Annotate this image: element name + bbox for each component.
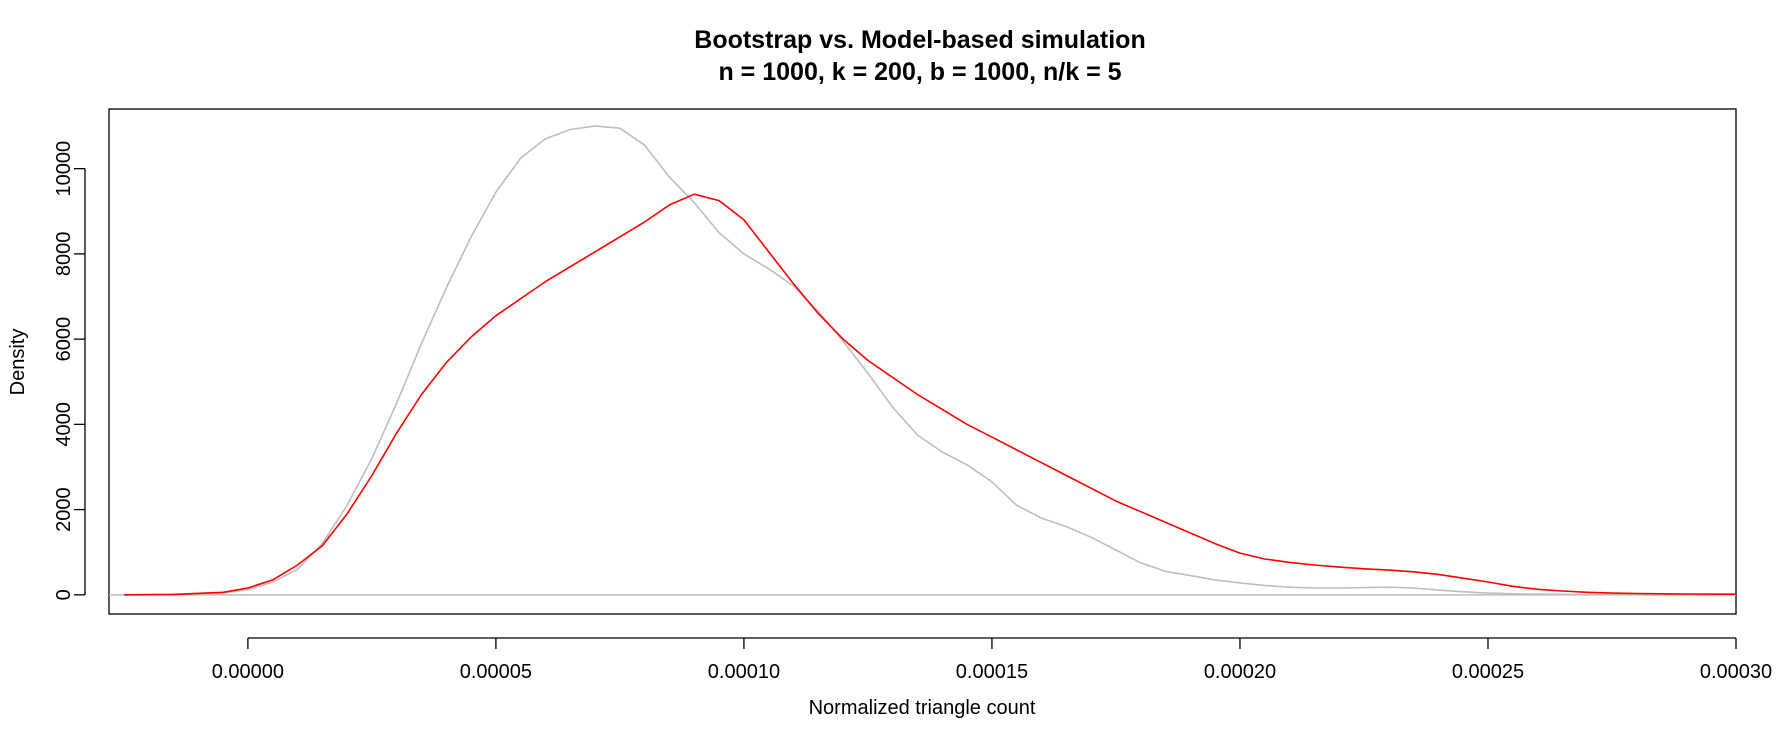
x-tick-label: 0.00000 <box>212 661 284 683</box>
chart-subtitle: n = 1000, k = 200, b = 1000, n/k = 5 <box>718 58 1121 86</box>
plot-frame <box>108 108 1737 615</box>
y-tick-label: 2000 <box>53 487 75 531</box>
y-tick-label: 10000 <box>53 141 75 197</box>
y-tick-label: 0 <box>53 589 75 600</box>
y-axis-label: Density <box>7 329 29 396</box>
x-tick-label: 0.00015 <box>956 661 1028 683</box>
chart-title: Bootstrap vs. Model-based simulation <box>694 26 1145 54</box>
y-tick-label: 4000 <box>53 402 75 447</box>
x-tick-label: 0.00010 <box>708 661 780 683</box>
y-tick-label: 8000 <box>53 232 75 277</box>
y-axis: 0 2000 4000 6000 8000 10000 <box>53 141 86 600</box>
x-tick-label: 0.00030 <box>1700 661 1772 683</box>
series-layer <box>123 125 1737 596</box>
y-tick-label: 6000 <box>53 317 75 362</box>
x-axis-label: Normalized triangle count <box>809 697 1036 719</box>
x-tick-label: 0.00020 <box>1204 661 1276 683</box>
series-line-1 <box>123 125 1737 596</box>
x-tick-label: 0.00025 <box>1452 661 1524 683</box>
series-line-2 <box>123 193 1737 596</box>
x-tick-label: 0.00005 <box>460 661 532 683</box>
x-axis: 0.00000 0.00005 0.00010 0.00015 0.00020 0.000… <box>212 637 1772 683</box>
